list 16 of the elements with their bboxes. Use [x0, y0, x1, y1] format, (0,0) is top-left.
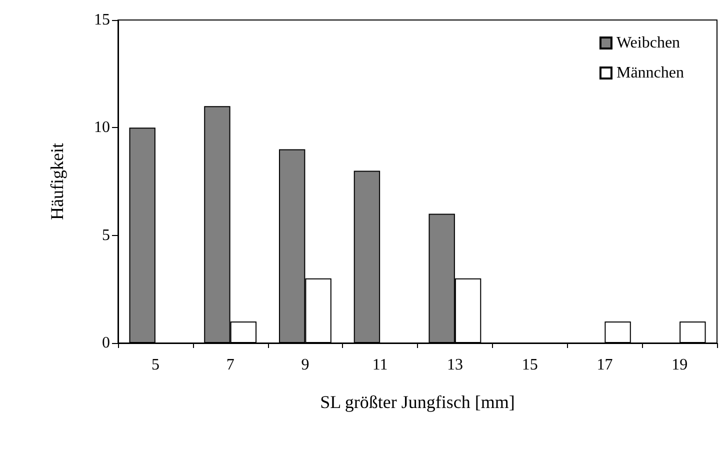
x-tick-label: 13	[446, 356, 463, 374]
x-tick-label: 9	[301, 356, 310, 374]
x-axis-title: SL größter Jungfisch [mm]	[320, 392, 515, 412]
legend-label: Männchen	[616, 64, 684, 82]
y-axis-title: Häufigkeit	[47, 143, 67, 220]
x-tick-label: 17	[596, 356, 613, 374]
x-tick-label: 7	[226, 356, 234, 374]
y-tick-label: 15	[94, 12, 110, 28]
x-tick-label: 11	[372, 356, 388, 374]
x-tick-label: 15	[522, 356, 538, 374]
x-tick-label: 5	[151, 356, 160, 374]
legend-label: Weibchen	[616, 34, 680, 52]
y-tick-label: 5	[102, 226, 110, 244]
x-tick-label: 19	[672, 356, 688, 374]
y-tick-label: 0	[102, 334, 110, 352]
y-tick-label: 10	[94, 119, 110, 136]
